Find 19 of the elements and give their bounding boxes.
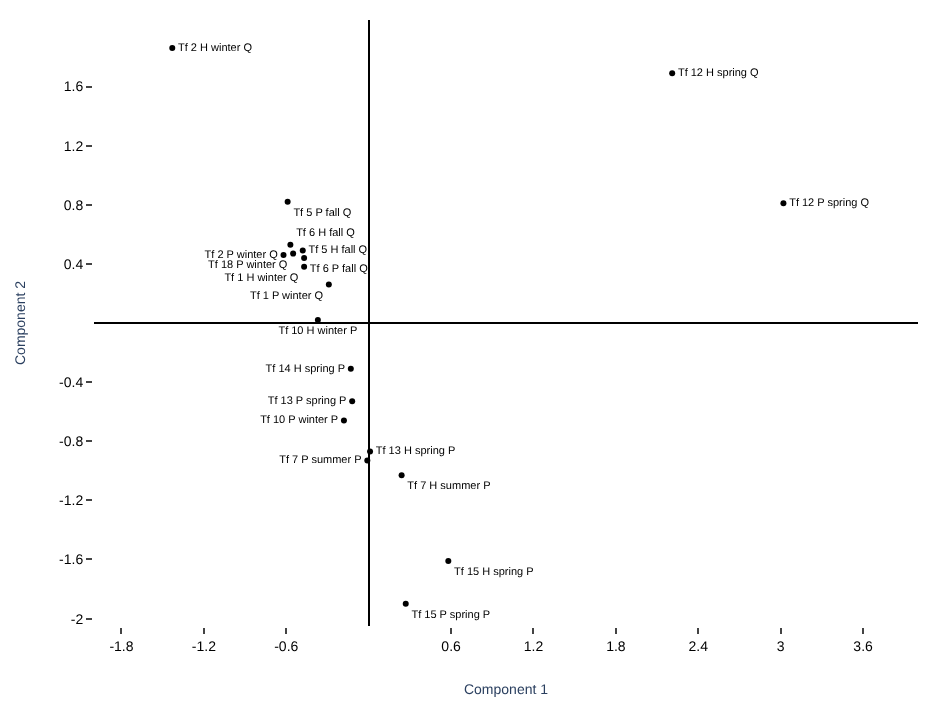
point [301,263,308,270]
point [367,448,374,455]
point [299,247,306,254]
point [402,600,409,607]
point [347,365,354,372]
point [301,254,308,261]
point [669,70,676,77]
point [398,472,405,479]
point [290,250,297,257]
point [280,252,287,258]
point [284,198,291,205]
point [340,417,347,424]
point [780,200,787,207]
point [364,457,371,464]
point [287,241,294,248]
point [349,398,356,405]
point [169,45,176,52]
point [445,557,452,564]
point [325,281,332,288]
